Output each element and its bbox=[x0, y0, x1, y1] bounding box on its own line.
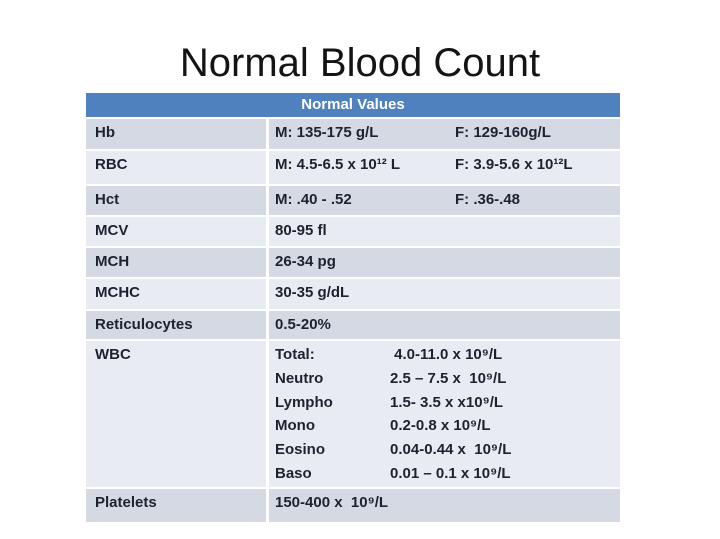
row-value: 30-35 g/dL bbox=[275, 284, 350, 301]
wbc-sub-value: 2.5 – 7.5 x 10⁹/L bbox=[390, 369, 507, 387]
wbc-sub-value: 4.0-11.0 x 10⁹/L bbox=[390, 346, 503, 363]
wbc-subrow-eosino: Eosino 0.04-0.44 x 10⁹/L bbox=[275, 439, 511, 463]
page-title: Normal Blood Count bbox=[179, 41, 541, 85]
table-row-mchc: MCHC 30-35 g/dL bbox=[86, 277, 620, 309]
wbc-sub-label: Neutro bbox=[275, 369, 324, 387]
wbc-sub-label: Total: bbox=[275, 346, 315, 363]
row-values: 30-35 g/dL bbox=[269, 279, 620, 309]
row-label: MCH bbox=[86, 248, 269, 277]
row-values: 80-95 fl bbox=[269, 217, 620, 246]
table-row-hct: Hct M: .40 - .52 F: .36-.48 bbox=[86, 184, 620, 215]
row-label: MCV bbox=[86, 217, 269, 246]
wbc-subrow-neutro: Neutro 2.5 – 7.5 x 10⁹/L bbox=[275, 368, 506, 392]
wbc-sub-label: Baso bbox=[275, 465, 312, 483]
blood-count-table: Normal Values Hb M: 135-175 g/L F: 129-1… bbox=[86, 93, 620, 522]
table-row-rbc: RBC M: 4.5-6.5 x 10¹² L F: 3.9-5.6 x 10¹… bbox=[86, 149, 620, 184]
wbc-sub-value: 0.2-0.8 x 10⁹/L bbox=[390, 417, 491, 435]
wbc-sub-value: 1.5- 3.5 x x10⁹/L bbox=[390, 393, 504, 411]
male-value: M: .40 - .52 bbox=[275, 191, 352, 208]
wbc-subrow-baso: Baso 0.01 – 0.1 x 10⁹/L bbox=[275, 463, 511, 487]
row-values: 0.5-20% bbox=[269, 311, 620, 339]
table-row-hb: Hb M: 135-175 g/L F: 129-160g/L bbox=[86, 117, 620, 149]
wbc-subrow-mono: Mono 0.2-0.8 x 10⁹/L bbox=[275, 415, 491, 439]
row-value: 0.5-20% bbox=[275, 316, 331, 333]
female-value: F: 3.9-5.6 x 10¹²L bbox=[455, 156, 573, 173]
wbc-subrow-lympho: Lympho 1.5- 3.5 x x10⁹/L bbox=[275, 392, 503, 416]
female-value: F: 129-160g/L bbox=[455, 124, 551, 141]
table-row-wbc: WBC Total: 4.0-11.0 x 10⁹/L Neutro 2.5 –… bbox=[86, 339, 620, 487]
row-values: 150-400 x 10⁹/L bbox=[269, 489, 620, 522]
wbc-subrows: Total: 4.0-11.0 x 10⁹/L Neutro 2.5 – 7.5… bbox=[269, 341, 620, 487]
table-row-reticulocytes: Reticulocytes 0.5-20% bbox=[86, 309, 620, 339]
wbc-sub-label: Lympho bbox=[275, 393, 333, 411]
row-label: RBC bbox=[86, 151, 269, 184]
row-values: M: 4.5-6.5 x 10¹² L F: 3.9-5.6 x 10¹²L bbox=[269, 151, 620, 184]
wbc-sub-label: Mono bbox=[275, 417, 315, 435]
row-values: M: .40 - .52 F: .36-.48 bbox=[269, 186, 620, 215]
wbc-sub-value: 0.01 – 0.1 x 10⁹/L bbox=[390, 465, 511, 483]
table-row-mch: MCH 26-34 pg bbox=[86, 246, 620, 277]
row-values: 26-34 pg bbox=[269, 248, 620, 277]
row-value: 26-34 pg bbox=[275, 253, 336, 270]
row-label: Reticulocytes bbox=[86, 311, 269, 339]
row-label: Hct bbox=[86, 186, 269, 215]
row-label: Hb bbox=[86, 119, 269, 149]
female-value: F: .36-.48 bbox=[455, 191, 521, 208]
row-value: 150-400 x 10⁹/L bbox=[275, 494, 389, 511]
male-value: M: 4.5-6.5 x 10¹² L bbox=[275, 156, 401, 173]
table-header: Normal Values bbox=[86, 93, 620, 117]
row-values: M: 135-175 g/L F: 129-160g/L bbox=[269, 119, 620, 149]
row-label: Platelets bbox=[86, 489, 269, 522]
male-value: M: 135-175 g/L bbox=[275, 124, 379, 141]
wbc-subrow-total: Total: 4.0-11.0 x 10⁹/L bbox=[275, 344, 502, 368]
row-label: WBC bbox=[86, 341, 269, 487]
table-row-platelets: Platelets 150-400 x 10⁹/L bbox=[86, 487, 620, 522]
table-row-mcv: MCV 80-95 fl bbox=[86, 215, 620, 246]
wbc-sub-value: 0.04-0.44 x 10⁹/L bbox=[390, 441, 512, 459]
row-label: MCHC bbox=[86, 279, 269, 309]
wbc-sub-label: Eosino bbox=[275, 441, 326, 459]
row-value: 80-95 fl bbox=[275, 222, 327, 239]
